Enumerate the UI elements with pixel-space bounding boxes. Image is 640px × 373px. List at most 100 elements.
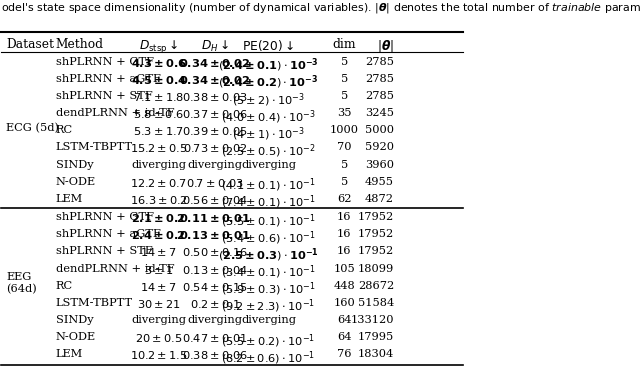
Text: LSTM-TBPTT: LSTM-TBPTT bbox=[56, 142, 133, 153]
Text: $|\boldsymbol{\theta}|$: $|\boldsymbol{\theta}|$ bbox=[377, 38, 394, 54]
Text: diverging: diverging bbox=[188, 315, 243, 325]
Text: 5: 5 bbox=[340, 57, 348, 67]
Text: $\mathbf{4.3 \pm 0.6}$: $\mathbf{4.3 \pm 0.6}$ bbox=[131, 57, 186, 69]
Text: dim: dim bbox=[332, 38, 356, 51]
Text: $(5.4 \pm 0.6) \cdot 10^{-1}$: $(5.4 \pm 0.6) \cdot 10^{-1}$ bbox=[221, 229, 316, 247]
Text: $16.3 \pm 0.2$: $16.3 \pm 0.2$ bbox=[130, 194, 188, 206]
Text: shPLRNN + STF: shPLRNN + STF bbox=[56, 91, 153, 101]
Text: $D_{\mathrm{stsp}}\downarrow$: $D_{\mathrm{stsp}}\downarrow$ bbox=[139, 38, 179, 56]
Text: $\mathbf{2.1 \pm 0.2}$: $\mathbf{2.1 \pm 0.2}$ bbox=[131, 212, 186, 224]
Text: $(3.4 \pm 0.1) \cdot 10^{-1}$: $(3.4 \pm 0.1) \cdot 10^{-1}$ bbox=[221, 263, 316, 281]
Text: 2785: 2785 bbox=[365, 91, 394, 101]
Text: 70: 70 bbox=[337, 142, 351, 153]
Text: shPLRNN + GTF: shPLRNN + GTF bbox=[56, 212, 154, 222]
Text: $(5 \pm 2) \cdot 10^{-3}$: $(5 \pm 2) \cdot 10^{-3}$ bbox=[232, 91, 305, 109]
Text: $0.2 \pm 0.1$: $0.2 \pm 0.1$ bbox=[189, 298, 240, 310]
Text: LEM: LEM bbox=[56, 194, 83, 204]
Text: shPLRNN + aGTF: shPLRNN + aGTF bbox=[56, 74, 161, 84]
Text: Method: Method bbox=[56, 38, 104, 51]
Text: $\mathbf{0.13 \pm 0.01}$: $\mathbf{0.13 \pm 0.01}$ bbox=[179, 229, 250, 241]
Text: 3960: 3960 bbox=[365, 160, 394, 169]
Text: $(9.2 \pm 2.3) \cdot 10^{-1}$: $(9.2 \pm 2.3) \cdot 10^{-1}$ bbox=[221, 298, 316, 316]
Text: 5: 5 bbox=[340, 91, 348, 101]
Text: LSTM-TBPTT: LSTM-TBPTT bbox=[56, 298, 133, 308]
Text: 5: 5 bbox=[340, 160, 348, 169]
Text: 105: 105 bbox=[333, 263, 355, 273]
Text: $0.47 \pm 0.01$: $0.47 \pm 0.01$ bbox=[182, 332, 248, 344]
Text: 62: 62 bbox=[337, 194, 351, 204]
Text: RC: RC bbox=[56, 280, 73, 291]
Text: 64: 64 bbox=[337, 332, 351, 342]
Text: $14 \pm 7$: $14 \pm 7$ bbox=[140, 280, 177, 293]
Text: 16: 16 bbox=[337, 246, 351, 256]
Text: 5920: 5920 bbox=[365, 142, 394, 153]
Text: 3245: 3245 bbox=[365, 108, 394, 118]
Text: shPLRNN + GTF: shPLRNN + GTF bbox=[56, 57, 154, 67]
Text: SINDy: SINDy bbox=[56, 315, 93, 325]
Text: 4872: 4872 bbox=[365, 194, 394, 204]
Text: diverging: diverging bbox=[131, 315, 186, 325]
Text: N-ODE: N-ODE bbox=[56, 332, 96, 342]
Text: diverging: diverging bbox=[188, 160, 243, 169]
Text: $0.38 \pm 0.06$: $0.38 \pm 0.06$ bbox=[182, 349, 248, 361]
Text: $5.8 \pm 0.6$: $5.8 \pm 0.6$ bbox=[133, 108, 184, 120]
Text: $5.3 \pm 1.7$: $5.3 \pm 1.7$ bbox=[133, 125, 184, 137]
Text: $0.37 \pm 0.06$: $0.37 \pm 0.06$ bbox=[182, 108, 248, 120]
Text: 4955: 4955 bbox=[365, 177, 394, 186]
Text: $0.50 \pm 0.16$: $0.50 \pm 0.16$ bbox=[182, 246, 248, 258]
Text: $0.7 \pm 0.03$: $0.7 \pm 0.03$ bbox=[186, 177, 244, 189]
Text: shPLRNN + STF: shPLRNN + STF bbox=[56, 246, 153, 256]
Text: diverging: diverging bbox=[131, 160, 186, 169]
Text: EEG
(64d): EEG (64d) bbox=[6, 272, 36, 294]
Text: $(4 \pm 1) \cdot 10^{-3}$: $(4 \pm 1) \cdot 10^{-3}$ bbox=[232, 125, 305, 143]
Text: $\mathbf{0.11 \pm 0.01}$: $\mathbf{0.11 \pm 0.01}$ bbox=[179, 212, 250, 224]
Text: $\mathbf{4.5 \pm 0.4}$: $\mathbf{4.5 \pm 0.4}$ bbox=[131, 74, 186, 86]
Text: $(5.9 \pm 0.3) \cdot 10^{-1}$: $(5.9 \pm 0.3) \cdot 10^{-1}$ bbox=[221, 280, 316, 298]
Text: $(\mathbf{2.4 \pm 0.1}) \cdot \mathbf{10^{-3}}$: $(\mathbf{2.4 \pm 0.1}) \cdot \mathbf{10… bbox=[218, 57, 319, 74]
Text: shPLRNN + aGTF: shPLRNN + aGTF bbox=[56, 229, 161, 239]
Text: $0.39 \pm 0.05$: $0.39 \pm 0.05$ bbox=[182, 125, 248, 137]
Text: $30 \pm 21$: $30 \pm 21$ bbox=[136, 298, 180, 310]
Text: 133120: 133120 bbox=[351, 315, 394, 325]
Text: $(\mathbf{2.4 \pm 0.2}) \cdot \mathbf{10^{-3}}$: $(\mathbf{2.4 \pm 0.2}) \cdot \mathbf{10… bbox=[218, 74, 319, 91]
Text: $\mathbf{0.34 \pm 0.02}$: $\mathbf{0.34 \pm 0.02}$ bbox=[179, 57, 250, 69]
Text: 448: 448 bbox=[333, 280, 355, 291]
Text: 64: 64 bbox=[337, 315, 351, 325]
Text: $3 \pm 1$: $3 \pm 1$ bbox=[144, 263, 173, 276]
Text: $0.13 \pm 0.04$: $0.13 \pm 0.04$ bbox=[182, 263, 248, 276]
Text: 17995: 17995 bbox=[358, 332, 394, 342]
Text: 17952: 17952 bbox=[358, 246, 394, 256]
Text: 28672: 28672 bbox=[358, 280, 394, 291]
Text: odel's state space dimensionality (number of dynamical variables). $|\boldsymbol: odel's state space dimensionality (numbe… bbox=[1, 1, 640, 15]
Text: 35: 35 bbox=[337, 108, 351, 118]
Text: LEM: LEM bbox=[56, 349, 83, 359]
Text: $0.73 \pm 0.02$: $0.73 \pm 0.02$ bbox=[182, 142, 247, 154]
Text: $20 \pm 0.5$: $20 \pm 0.5$ bbox=[134, 332, 182, 344]
Text: $7.1 \pm 1.8$: $7.1 \pm 1.8$ bbox=[133, 91, 184, 103]
Text: Dataset: Dataset bbox=[6, 38, 54, 51]
Text: $(4.0 \pm 0.4) \cdot 10^{-3}$: $(4.0 \pm 0.4) \cdot 10^{-3}$ bbox=[221, 108, 316, 126]
Text: 5000: 5000 bbox=[365, 125, 394, 135]
Text: 51584: 51584 bbox=[358, 298, 394, 308]
Text: 160: 160 bbox=[333, 298, 355, 308]
Text: dendPLRNN + id-TF: dendPLRNN + id-TF bbox=[56, 263, 175, 273]
Text: $D_H\downarrow$: $D_H\downarrow$ bbox=[200, 38, 229, 53]
Text: 16: 16 bbox=[337, 212, 351, 222]
Text: 5: 5 bbox=[340, 177, 348, 186]
Text: $10.2 \pm 1.5$: $10.2 \pm 1.5$ bbox=[129, 349, 188, 361]
Text: 17952: 17952 bbox=[358, 229, 394, 239]
Text: 18099: 18099 bbox=[358, 263, 394, 273]
Text: $0.54 \pm 0.15$: $0.54 \pm 0.15$ bbox=[182, 280, 248, 293]
Text: diverging: diverging bbox=[241, 315, 296, 325]
Text: $(7.4 \pm 0.1) \cdot 10^{-1}$: $(7.4 \pm 0.1) \cdot 10^{-1}$ bbox=[221, 194, 316, 211]
Text: $\mathrm{PE}(20)\downarrow$: $\mathrm{PE}(20)\downarrow$ bbox=[242, 38, 294, 53]
Text: dendPLRNN + id-TF: dendPLRNN + id-TF bbox=[56, 108, 175, 118]
Text: 17952: 17952 bbox=[358, 212, 394, 222]
Text: RC: RC bbox=[56, 125, 73, 135]
Text: $(5.5 \pm 0.2) \cdot 10^{-1}$: $(5.5 \pm 0.2) \cdot 10^{-1}$ bbox=[221, 332, 316, 350]
Text: diverging: diverging bbox=[241, 160, 296, 169]
Text: 5: 5 bbox=[340, 74, 348, 84]
Text: $15.2 \pm 0.5$: $15.2 \pm 0.5$ bbox=[129, 142, 188, 154]
Text: $(2.5 \pm 0.5) \cdot 10^{-2}$: $(2.5 \pm 0.5) \cdot 10^{-2}$ bbox=[221, 142, 316, 160]
Text: 2785: 2785 bbox=[365, 74, 394, 84]
